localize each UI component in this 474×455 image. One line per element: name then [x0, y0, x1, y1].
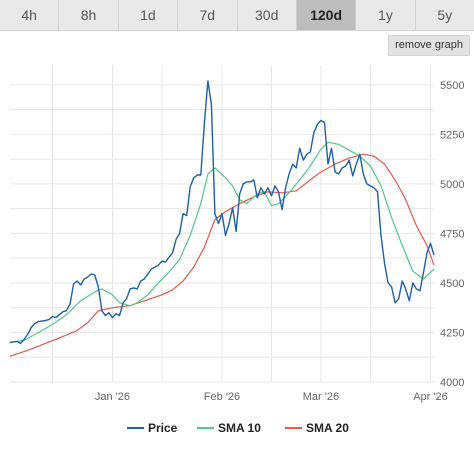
time-range-tabs: 4h 8h 1d 7d 30d 120d 1y 5y: [0, 0, 474, 31]
remove-graph-button[interactable]: remove graph: [388, 35, 470, 56]
series-line-price: [9, 80, 435, 345]
y-tick-label: 5000: [440, 179, 464, 191]
legend-label: Price: [148, 421, 178, 435]
grid: [10, 65, 434, 383]
series-lines: [9, 80, 435, 357]
x-tick-label: Apr '26: [413, 391, 448, 403]
legend: Price SMA 10 SMA 20: [127, 421, 349, 435]
tab-120d[interactable]: 120d: [296, 0, 357, 30]
tab-5y[interactable]: 5y: [437, 7, 453, 23]
x-tick-label: Feb '26: [204, 391, 240, 403]
y-tick-label: 5250: [440, 129, 464, 141]
x-axis: Jan '26 Feb '26 Mar '26 Apr '26: [95, 391, 448, 403]
tab-30d[interactable]: 30d: [238, 0, 297, 30]
y-tick-label: 4250: [440, 327, 464, 339]
y-tick-label: 5500: [440, 80, 464, 92]
legend-label: SMA 20: [306, 421, 349, 435]
y-tick-label: 4500: [440, 278, 464, 290]
y-axis: 4000 4250 4500 4750 5000 5250 5500: [440, 80, 464, 389]
tab-1d[interactable]: 1d: [119, 0, 179, 30]
legend-label: SMA 10: [218, 421, 261, 435]
x-tick-label: Jan '26: [95, 391, 130, 403]
y-tick-label: 4750: [440, 228, 464, 240]
tab-1y[interactable]: 1y: [356, 0, 416, 30]
tab-7d[interactable]: 7d: [178, 0, 238, 30]
x-tick-label: Mar '26: [303, 391, 339, 403]
tab-4h[interactable]: 4h: [0, 0, 60, 30]
tab-8h[interactable]: 8h: [59, 0, 119, 30]
y-tick-label: 4000: [440, 377, 464, 389]
